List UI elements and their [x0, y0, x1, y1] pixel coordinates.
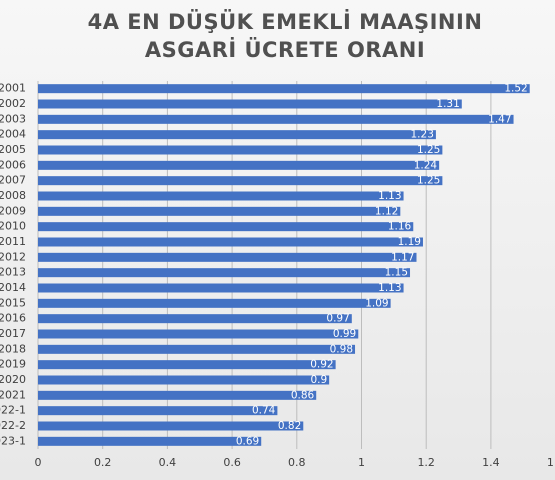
chart-title: 4A EN DÜŞÜK EMEKLİ MAAŞININ: [88, 9, 483, 34]
value-label: 0.97: [326, 313, 349, 325]
value-label: 1.31: [436, 98, 459, 110]
value-label: 1.24: [414, 159, 438, 171]
bar: [38, 176, 443, 186]
bar: [38, 360, 336, 370]
y-tick-label: 2020: [0, 373, 26, 386]
y-tick-label: 2017: [0, 327, 26, 340]
bar: [38, 268, 411, 278]
y-tick-label: 2006: [0, 158, 26, 171]
value-label: 0.69: [236, 435, 259, 447]
value-label: 1.25: [417, 175, 440, 187]
x-tick-label: 1.2: [417, 456, 435, 469]
y-tick-label: 2007: [0, 174, 26, 187]
value-label: 1.17: [391, 251, 414, 263]
value-label: 1.09: [365, 297, 388, 309]
y-tick-label: 2014: [0, 281, 26, 294]
y-tick-label: 2001: [0, 82, 26, 95]
bar: [38, 283, 404, 293]
bar: [38, 298, 391, 308]
y-tick-label: 2010: [0, 220, 26, 233]
bar: [38, 99, 462, 109]
value-label: 0.98: [330, 343, 353, 355]
bar: [38, 222, 414, 232]
value-label: 0.82: [278, 420, 301, 432]
value-label: 0.92: [310, 359, 333, 371]
bar: [38, 375, 330, 385]
chart-title: ASGARİ ÜCRETE ORANI: [145, 37, 425, 62]
y-tick-label: 2013: [0, 266, 26, 279]
y-tick-label: 2003: [0, 112, 26, 125]
x-tick-label: 1: [358, 456, 365, 469]
value-label: 0.74: [252, 405, 276, 417]
x-tick-label: 0.8: [288, 456, 306, 469]
y-tick-label: 2012: [0, 250, 26, 263]
bar: [38, 406, 278, 416]
y-tick-label: 2018: [0, 342, 26, 355]
value-label: 1.25: [417, 144, 440, 156]
bar: [38, 237, 423, 247]
y-tick-label: 2022-2: [0, 419, 26, 432]
value-label: 1.13: [378, 282, 401, 294]
bar: [38, 314, 352, 324]
x-tick-label: 0.6: [223, 456, 241, 469]
y-tick-label: 2004: [0, 128, 26, 141]
bar: [38, 252, 417, 262]
bar: [38, 130, 436, 140]
y-tick-label: 2023-1: [0, 434, 26, 447]
bar: [38, 390, 317, 400]
x-tick-label: 0.2: [94, 456, 112, 469]
y-tick-label: 2005: [0, 143, 26, 156]
y-tick-label: 2008: [0, 189, 26, 202]
value-label: 1.16: [388, 221, 412, 233]
value-label: 1.23: [411, 129, 434, 141]
y-tick-label: 2016: [0, 312, 26, 325]
bar: [38, 114, 514, 124]
value-label: 1.13: [378, 190, 401, 202]
bar: [38, 436, 262, 446]
bar: [38, 421, 304, 431]
value-label: 0.86: [291, 389, 315, 401]
bar: [38, 191, 404, 201]
y-tick-label: 2011: [0, 235, 26, 248]
y-tick-label: 2022-1: [0, 404, 26, 417]
value-label: 1.47: [488, 113, 511, 125]
bar: [38, 344, 356, 354]
y-tick-label: 2009: [0, 204, 26, 217]
value-label: 1.19: [398, 236, 421, 248]
value-label: 1.12: [375, 205, 398, 217]
x-tick-label: 1.4: [482, 456, 500, 469]
bar: [38, 160, 440, 170]
x-tick-label: 1.6: [547, 456, 555, 469]
value-label: 0.99: [333, 328, 356, 340]
bar: [38, 84, 530, 94]
x-tick-label: 0: [35, 456, 42, 469]
value-label: 0.9: [310, 374, 327, 386]
bar: [38, 329, 359, 339]
x-tick-label: 0.4: [159, 456, 177, 469]
y-tick-label: 2002: [0, 97, 26, 110]
y-tick-label: 2019: [0, 358, 26, 371]
value-label: 1.15: [385, 267, 408, 279]
y-tick-label: 2015: [0, 296, 26, 309]
bar: [38, 206, 401, 216]
y-tick-label: 2021: [0, 388, 26, 401]
value-label: 1.52: [504, 83, 527, 95]
bar: [38, 145, 443, 155]
